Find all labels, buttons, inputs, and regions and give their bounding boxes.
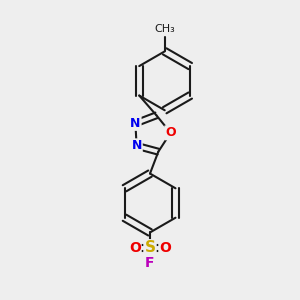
Text: N: N <box>131 140 142 152</box>
Text: O: O <box>159 241 171 255</box>
Text: O: O <box>129 241 141 255</box>
Text: CH₃: CH₃ <box>154 24 175 34</box>
Text: N: N <box>130 117 141 130</box>
Text: F: F <box>145 256 155 270</box>
Text: O: O <box>165 126 176 139</box>
Text: S: S <box>145 240 155 255</box>
